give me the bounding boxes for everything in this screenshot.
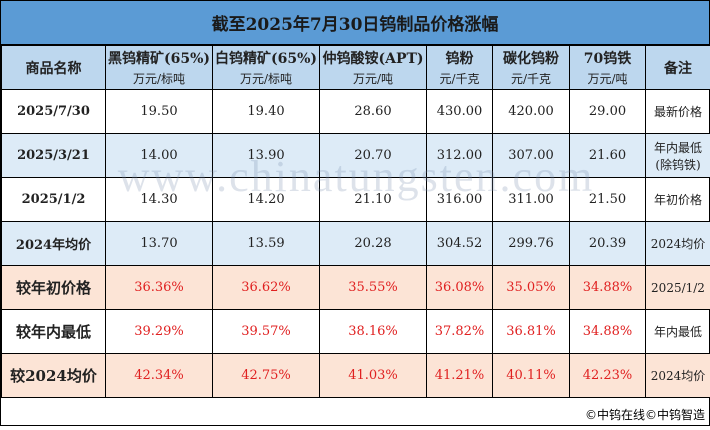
- row-label: 2024年均价: [2, 222, 106, 266]
- note-cell: 2025/1/2: [646, 266, 710, 310]
- value-cell: 38.16%: [320, 310, 427, 354]
- value-cell: 20.28: [320, 222, 427, 266]
- value-cell: 21.60: [570, 134, 646, 178]
- value-cell: 316.00: [427, 178, 493, 222]
- column-header: 钨粉元/千克: [427, 46, 493, 90]
- row-label: 2025/7/30: [2, 90, 106, 134]
- value-cell: 311.00: [493, 178, 570, 222]
- header-row: 商品名称黑钨精矿(65%)万元/标吨白钨精矿(65%)万元/标吨仲钨酸铵(APT…: [2, 46, 710, 90]
- value-cell: 19.50: [106, 90, 213, 134]
- value-cell: 299.76: [493, 222, 570, 266]
- value-cell: 19.40: [213, 90, 320, 134]
- column-name: 碳化钨粉: [503, 51, 559, 67]
- copyright-footer: ©中钨在线©中钨智造: [1, 398, 709, 430]
- value-cell: 40.11%: [493, 354, 570, 398]
- value-cell: 41.03%: [320, 354, 427, 398]
- column-name: 70钨铁: [584, 51, 631, 67]
- note-cell: 2024均价: [646, 222, 710, 266]
- note-cell: 2024均价: [646, 354, 710, 398]
- value-cell: 42.75%: [213, 354, 320, 398]
- value-cell: 37.82%: [427, 310, 493, 354]
- value-cell: 41.21%: [427, 354, 493, 398]
- column-unit: 元/千克: [427, 70, 492, 87]
- value-cell: 20.39: [570, 222, 646, 266]
- column-unit: 万元/标吨: [106, 70, 212, 87]
- value-cell: 35.05%: [493, 266, 570, 310]
- value-cell: 430.00: [427, 90, 493, 134]
- value-cell: 29.00: [570, 90, 646, 134]
- value-cell: 304.52: [427, 222, 493, 266]
- column-header: 碳化钨粉元/千克: [493, 46, 570, 90]
- column-name: 仲钨酸铵(APT): [322, 51, 423, 67]
- value-cell: 42.34%: [106, 354, 213, 398]
- table-title: 截至2025年7月30日钨制品价格涨幅: [1, 1, 709, 45]
- value-cell: 420.00: [493, 90, 570, 134]
- value-cell: 36.81%: [493, 310, 570, 354]
- value-cell: 39.29%: [106, 310, 213, 354]
- column-header: 商品名称: [2, 46, 106, 90]
- value-cell: 36.62%: [213, 266, 320, 310]
- column-header: 白钨精矿(65%) 万元/标吨: [213, 46, 320, 90]
- column-unit: 万元/吨: [570, 70, 645, 87]
- row-label: 较年内最低: [2, 310, 106, 354]
- value-cell: 36.36%: [106, 266, 213, 310]
- row-label: 较2024均价: [2, 354, 106, 398]
- value-cell: 20.70: [320, 134, 427, 178]
- value-cell: 307.00: [493, 134, 570, 178]
- column-name: 商品名称: [26, 61, 82, 77]
- value-cell: 34.88%: [570, 310, 646, 354]
- column-name: 钨粉: [446, 51, 474, 67]
- value-cell: 14.30: [106, 178, 213, 222]
- column-unit: 万元/标吨: [213, 70, 319, 87]
- row-label: 2025/3/21: [2, 134, 106, 178]
- column-unit: 元/千克: [493, 70, 569, 87]
- note-cell: 最新价格: [646, 90, 710, 134]
- row-label: 2025/1/2: [2, 178, 106, 222]
- value-cell: 35.55%: [320, 266, 427, 310]
- value-cell: 21.10: [320, 178, 427, 222]
- value-cell: 312.00: [427, 134, 493, 178]
- value-cell: 14.00: [106, 134, 213, 178]
- column-header: 黑钨精矿(65%) 万元/标吨: [106, 46, 213, 90]
- value-cell: 13.59: [213, 222, 320, 266]
- row-label: 较年初价格: [2, 266, 106, 310]
- value-cell: 36.08%: [427, 266, 493, 310]
- value-cell: 13.70: [106, 222, 213, 266]
- column-name: 白钨精矿(65%): [215, 51, 317, 67]
- note-cell: 年内最低 (除钨铁): [646, 134, 710, 178]
- value-cell: 34.88%: [570, 266, 646, 310]
- column-header: 仲钨酸铵(APT) 万元/吨: [320, 46, 427, 90]
- value-cell: 14.20: [213, 178, 320, 222]
- value-cell: 13.90: [213, 134, 320, 178]
- value-cell: 39.57%: [213, 310, 320, 354]
- column-name: 备注: [664, 61, 692, 77]
- value-cell: 21.50: [570, 178, 646, 222]
- column-header: 70钨铁万元/吨: [570, 46, 646, 90]
- note-cell: 年初价格: [646, 178, 710, 222]
- column-name: 黑钨精矿(65%): [108, 51, 210, 67]
- price-table: 商品名称黑钨精矿(65%)万元/标吨白钨精矿(65%)万元/标吨仲钨酸铵(APT…: [1, 45, 710, 398]
- value-cell: 42.23%: [570, 354, 646, 398]
- value-cell: 28.60: [320, 90, 427, 134]
- column-unit: 万元/吨: [320, 70, 426, 87]
- note-cell: 年内最低: [646, 310, 710, 354]
- column-header: 备注: [646, 46, 710, 90]
